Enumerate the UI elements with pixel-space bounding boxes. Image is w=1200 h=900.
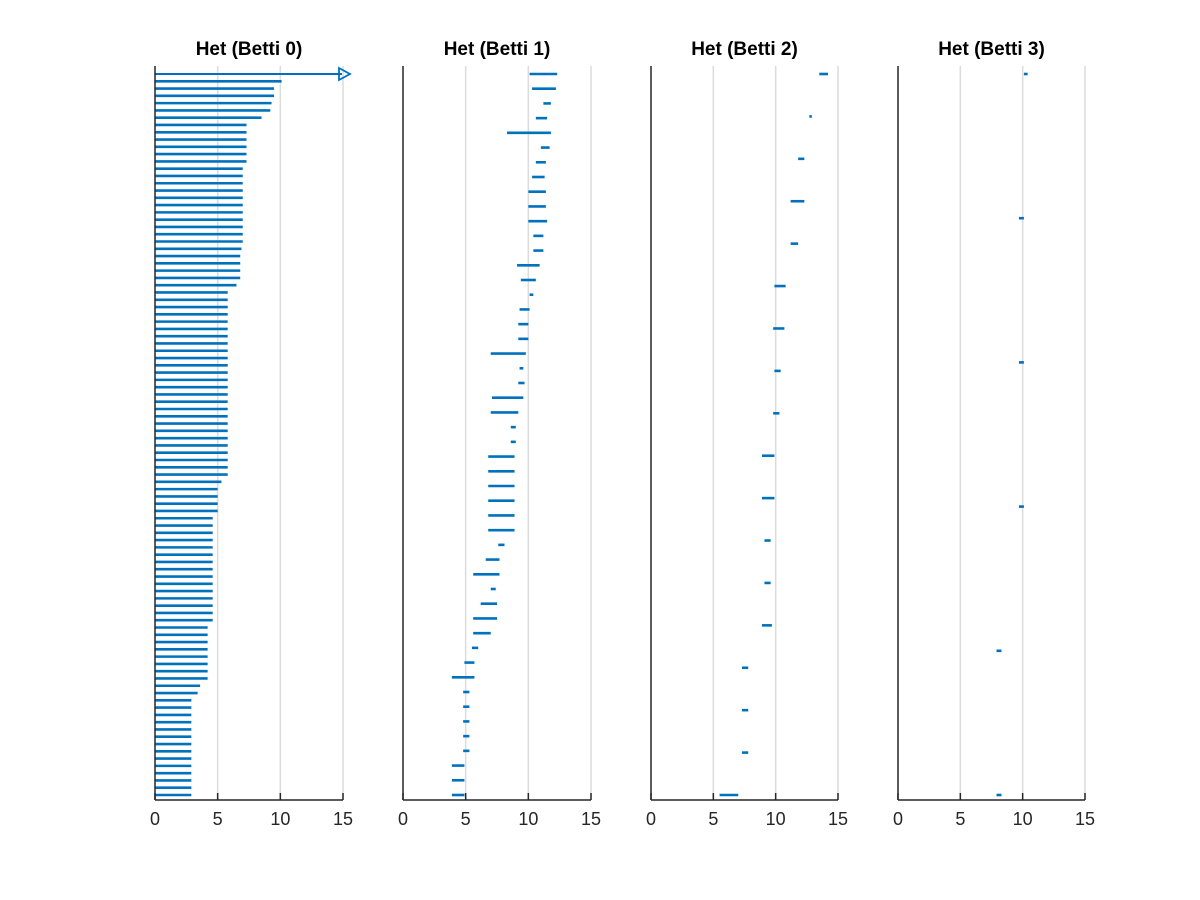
x-tick-label: 0	[150, 809, 160, 829]
bar-group	[996, 72, 1028, 797]
infinite-bar-arrow	[338, 66, 352, 82]
x-tick-label: 15	[828, 809, 848, 829]
x-tick-label: 10	[1013, 809, 1033, 829]
bar-group	[155, 66, 352, 797]
x-tick-label: 0	[398, 809, 408, 829]
panel-betti-3: 0 5 10 15 Het (Betti 3)	[893, 39, 1095, 829]
panel-title: Het (Betti 3)	[938, 39, 1045, 60]
x-tick-label: 5	[955, 809, 965, 829]
x-ticks: 0 5 10 15	[646, 793, 848, 829]
panel-title: Het (Betti 0)	[196, 39, 303, 60]
x-tick-label: 0	[893, 809, 903, 829]
x-ticks: 0 5 10 15	[150, 793, 353, 829]
x-tick-label: 0	[646, 809, 656, 829]
x-tick-label: 5	[708, 809, 718, 829]
panel-betti-1: 0 5 10 15 Het (Betti 1)	[398, 39, 601, 829]
axes	[650, 66, 838, 801]
grid-lines	[712, 66, 839, 800]
panel-title: Het (Betti 2)	[691, 39, 798, 60]
panel-betti-0: 0 5 10 15 Het (Betti 0)	[150, 39, 353, 829]
x-tick-label: 5	[213, 809, 223, 829]
grid-lines	[464, 66, 592, 800]
grid-lines	[216, 66, 344, 800]
bar-group	[451, 72, 558, 797]
grid-lines	[959, 66, 1086, 800]
x-tick-label: 15	[1075, 809, 1095, 829]
bar-group	[719, 72, 829, 797]
panel-title: Het (Betti 1)	[444, 39, 551, 60]
panel-betti-2: 0 5 10 15 Het (Betti 2)	[646, 39, 848, 829]
axes	[402, 66, 591, 801]
x-ticks: 0 5 10 15	[893, 793, 1095, 829]
x-ticks: 0 5 10 15	[398, 793, 601, 829]
x-tick-label: 10	[766, 809, 786, 829]
x-tick-label: 15	[581, 809, 601, 829]
x-tick-label: 15	[333, 809, 353, 829]
axes	[154, 66, 343, 801]
x-tick-label: 10	[518, 809, 538, 829]
axes	[897, 66, 1085, 801]
x-tick-label: 10	[270, 809, 290, 829]
x-tick-label: 5	[461, 809, 471, 829]
